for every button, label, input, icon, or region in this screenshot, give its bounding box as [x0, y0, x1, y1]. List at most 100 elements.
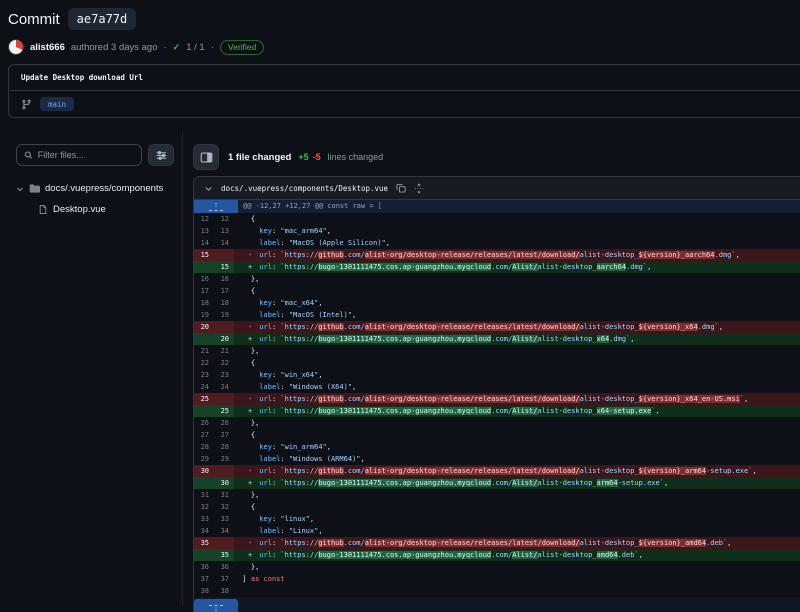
old-line-number[interactable]: 18 [200, 299, 209, 307]
old-line-number[interactable]: 28 [200, 443, 209, 451]
old-line-number[interactable] [194, 261, 214, 273]
diff-row: 26 26 }, [194, 417, 800, 429]
code-line: key: "win_arm64", [234, 441, 800, 453]
filter-files-field[interactable] [37, 150, 134, 160]
branch-name-pill[interactable]: main [40, 97, 75, 111]
old-line-number[interactable]: 15 [194, 249, 214, 261]
old-line-number[interactable]: 30 [194, 465, 214, 477]
old-line-number[interactable]: 37 [200, 575, 209, 583]
old-line-number[interactable]: 14 [200, 239, 209, 247]
new-line-number[interactable]: 14 [220, 239, 229, 247]
filter-options-button[interactable] [148, 144, 174, 166]
old-line-number[interactable]: 17 [200, 287, 209, 295]
new-line-number[interactable]: 36 [220, 563, 229, 571]
old-line-number[interactable]: 32 [200, 503, 209, 511]
copy-path-button[interactable] [396, 183, 406, 193]
new-line-number[interactable] [214, 249, 234, 261]
new-line-number[interactable]: 19 [220, 311, 229, 319]
new-line-number[interactable]: 38 [220, 587, 229, 595]
old-line-number[interactable] [194, 333, 214, 345]
old-line-number[interactable]: 38 [200, 587, 209, 595]
code-segment: , [630, 335, 635, 343]
code-segment: , [638, 551, 643, 559]
old-line-number[interactable]: 26 [200, 419, 209, 427]
new-line-number[interactable]: 18 [220, 299, 229, 307]
code-segment: : [271, 299, 281, 307]
new-line-number[interactable]: 33 [220, 515, 229, 523]
new-line-number[interactable]: 13 [220, 227, 229, 235]
code-segment: github [318, 467, 344, 475]
author-name[interactable]: alist666 [30, 41, 65, 53]
old-line-number[interactable]: 19 [200, 311, 209, 319]
new-line-number[interactable] [214, 465, 234, 477]
old-line-number[interactable] [194, 549, 214, 561]
checks-count[interactable]: 1 / 1 [186, 41, 205, 53]
code-segment: `https:// [280, 323, 319, 331]
new-line-number[interactable]: 23 [220, 371, 229, 379]
avatar[interactable] [8, 39, 24, 55]
new-line-number[interactable]: 27 [220, 431, 229, 439]
new-line-number[interactable]: 35 [214, 549, 234, 561]
old-line-number[interactable]: 13 [200, 227, 209, 235]
new-line-number[interactable]: 21 [220, 347, 229, 355]
code-segment: `https:// [280, 539, 319, 547]
collapse-file-button[interactable] [204, 184, 213, 193]
code-segment: github [318, 539, 344, 547]
old-line-number[interactable]: 35 [194, 537, 214, 549]
old-line-number[interactable]: 25 [194, 393, 214, 405]
new-line-number[interactable]: 29 [220, 455, 229, 463]
old-line-number[interactable]: 12 [200, 215, 209, 223]
new-line-number[interactable] [214, 321, 234, 333]
old-line-number[interactable]: 27 [200, 431, 209, 439]
code-line: - url: `https://github.com/alist-org/des… [234, 249, 800, 261]
unfold-icon [415, 182, 424, 194]
new-line-number[interactable]: 17 [220, 287, 229, 295]
new-line-number[interactable]: 34 [220, 527, 229, 535]
old-line-number[interactable]: 24 [200, 383, 209, 391]
new-line-number[interactable]: 16 [220, 275, 229, 283]
new-line-number[interactable]: 28 [220, 443, 229, 451]
new-line-number[interactable]: 22 [220, 359, 229, 367]
verified-badge[interactable]: Verified [219, 39, 265, 55]
old-line-number[interactable]: 23 [200, 371, 209, 379]
old-line-number[interactable]: 33 [200, 515, 209, 523]
new-line-number[interactable]: 24 [220, 383, 229, 391]
new-line-number[interactable]: 20 [214, 333, 234, 345]
new-line-number[interactable] [214, 393, 234, 405]
old-line-number[interactable]: 22 [200, 359, 209, 367]
code-line: { [234, 429, 800, 441]
old-line-number[interactable] [194, 405, 214, 417]
old-line-number[interactable]: 29 [200, 455, 209, 463]
new-line-number[interactable]: 12 [220, 215, 229, 223]
new-line-number[interactable] [214, 537, 234, 549]
code-segment: : [271, 251, 281, 259]
checks-success-icon[interactable]: ✓ [172, 41, 181, 52]
diff-row: 32 32 { [194, 501, 800, 513]
old-line-number[interactable] [194, 477, 214, 489]
old-line-number[interactable]: 31 [200, 491, 209, 499]
additions-count: +5 [298, 152, 309, 162]
new-line-number[interactable]: 37 [220, 575, 229, 583]
diff-file-path[interactable]: docs/.vuepress/components/Desktop.vue [221, 183, 389, 193]
new-line-number[interactable]: 31 [220, 491, 229, 499]
old-line-number[interactable]: 20 [194, 321, 214, 333]
code-segment: alist-org/desktop-release/releases/lates… [364, 323, 580, 331]
filter-files-input[interactable] [16, 144, 142, 166]
expand-down-button[interactable]: ↓ [194, 599, 238, 612]
fold-arrow-glyph: ↓ [214, 606, 218, 612]
toggle-file-tree-button[interactable] [193, 144, 219, 170]
code-segment: .com/ [491, 263, 513, 271]
old-line-number[interactable]: 21 [200, 347, 209, 355]
new-line-number[interactable]: 26 [220, 419, 229, 427]
new-line-number[interactable]: 15 [214, 261, 234, 273]
old-line-number[interactable]: 34 [200, 527, 209, 535]
new-line-number[interactable]: 25 [214, 405, 234, 417]
expand-all-button[interactable] [414, 182, 424, 194]
old-line-number[interactable]: 36 [200, 563, 209, 571]
tree-folder-row[interactable]: docs/.vuepress/components [16, 178, 174, 199]
tree-file-row[interactable]: Desktop.vue [16, 199, 174, 220]
expand-up-button[interactable]: ↑ [194, 200, 238, 213]
new-line-number[interactable]: 30 [214, 477, 234, 489]
old-line-number[interactable]: 16 [200, 275, 209, 283]
new-line-number[interactable]: 32 [220, 503, 229, 511]
